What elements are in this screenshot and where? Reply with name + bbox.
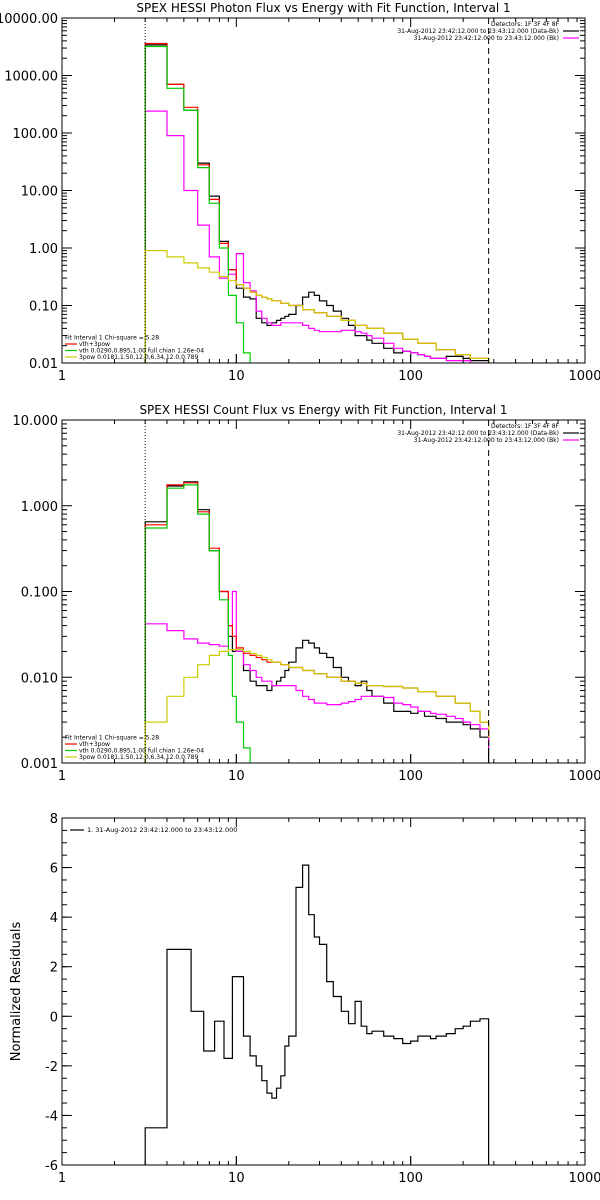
y-tick-label: 2 bbox=[50, 961, 58, 976]
y-tick-label: 6 bbox=[50, 862, 58, 877]
y-tick-label: 0.100 bbox=[21, 586, 58, 601]
series-line-1 bbox=[144, 44, 490, 363]
y-tick-label: 1000.00 bbox=[4, 70, 58, 85]
legend-bottomleft-text: vth 0.0290,0.895,1.00 full chian 1.26e-0… bbox=[79, 748, 204, 755]
x-tick-label: 1000 bbox=[568, 1171, 600, 1186]
series-group bbox=[144, 42, 490, 363]
series-line-3 bbox=[144, 42, 490, 363]
y-tick-label: -2 bbox=[45, 1060, 58, 1075]
y-tick-label: 10.00 bbox=[21, 185, 58, 200]
legend-topleft-text: 1. 31-Aug-2012 23:42:12.000 to 23:43:12.… bbox=[87, 826, 237, 834]
series-line-5 bbox=[144, 250, 490, 363]
y-tick-label: 8 bbox=[50, 812, 58, 827]
x-tick-label: 10 bbox=[228, 769, 245, 784]
series-line-4 bbox=[144, 484, 251, 763]
series-line-5 bbox=[144, 649, 490, 763]
x-tick-label: 100 bbox=[398, 769, 423, 784]
plot-frame bbox=[61, 817, 586, 1166]
y-tick-label: 0 bbox=[50, 1010, 58, 1025]
series-line-2 bbox=[144, 110, 489, 363]
series-line-2 bbox=[144, 590, 490, 763]
series-line-1 bbox=[144, 481, 490, 763]
y-tick-label: -4 bbox=[45, 1109, 58, 1124]
x-tick-label: 100 bbox=[398, 369, 423, 384]
y-tick-label: 0.01 bbox=[29, 357, 58, 372]
chart-title: SPEX HESSI Photon Flux vs Energy with Fi… bbox=[136, 1, 510, 15]
x-tick-label: 100 bbox=[398, 1171, 423, 1186]
legend-topright-text: Detectors: 1F 3F 4F 8F bbox=[491, 423, 560, 430]
series-group bbox=[144, 481, 490, 763]
legend-topright-text: Detectors: 1F 3F 4F 8F bbox=[491, 21, 560, 28]
y-tick-label: 1.00 bbox=[29, 242, 58, 257]
legend-topright-text: 31-Aug-2012 23:42:12.000 to 23:43:12.000… bbox=[397, 28, 559, 35]
y-tick-label: 0.001 bbox=[21, 757, 58, 772]
x-tick-label: 1000 bbox=[568, 769, 600, 784]
x-tick-label: 1 bbox=[58, 1171, 66, 1186]
plot-frame bbox=[61, 419, 586, 764]
x-tick-label: 1 bbox=[58, 369, 66, 384]
y-axis-label: Normalized Residuals bbox=[9, 922, 24, 1062]
x-tick-label: 1000 bbox=[568, 369, 600, 384]
legend-bottomleft-text: vth+3pow bbox=[79, 341, 110, 348]
legend-topright-text: 31-Aug-2012 23:42:12.000 to 23:43:12.000… bbox=[414, 35, 559, 42]
legend-bottomleft-text: vth+3pow bbox=[79, 741, 110, 748]
chart-title: SPEX HESSI Count Flux vs Energy with Fit… bbox=[139, 403, 507, 417]
y-tick-label: 100.00 bbox=[13, 127, 59, 142]
chart-panel-3: Normalized Residuals 1 10 100 1000 -6 -4 -2 0 2 4 6… bbox=[9, 812, 600, 1186]
y-tick-label: 1.000 bbox=[21, 500, 58, 515]
x-tick-label: 10 bbox=[228, 369, 245, 384]
legend-topright-text: 31-Aug-2012 23:42:12.000 to 23:43:12.000… bbox=[414, 437, 559, 444]
legend-topright-text: 31-Aug-2012 23:42:12.000 to 23:43:12.000… bbox=[397, 430, 559, 437]
legend-bottomleft-text: Fit Interval 1 Chi-square = 5.28 bbox=[65, 335, 159, 342]
y-tick-label: 0.010 bbox=[21, 671, 58, 686]
x-tick-label: 1 bbox=[58, 769, 66, 784]
chart-panel-1: SPEX HESSI Photon Flux vs Energy with Fi… bbox=[0, 1, 600, 384]
y-tick-label: 10.000 bbox=[13, 414, 59, 429]
series-group bbox=[144, 864, 490, 1165]
series-line-1 bbox=[144, 864, 490, 1165]
y-tick-label: 10000.00 bbox=[0, 12, 58, 27]
legend-bottomleft-text: vth 0.0290,0.895,1.00 full chian 1.26e-0… bbox=[79, 348, 204, 355]
y-tick-label: -6 bbox=[45, 1159, 58, 1174]
plot-frame bbox=[61, 17, 586, 364]
chart-panel-2: SPEX HESSI Count Flux vs Energy with Fit… bbox=[13, 403, 600, 784]
series-line-3 bbox=[144, 482, 490, 763]
y-tick-label: 0.10 bbox=[29, 300, 58, 315]
x-tick-label: 10 bbox=[228, 1171, 245, 1186]
legend-bottomleft-text: 3pow 0.0181,1.50,12.0,6.34,12.0,0.789 bbox=[79, 754, 198, 761]
legend-bottomleft-text: 3pow 0.0181,1.50,12.0,6.34,12.0,0.789 bbox=[79, 354, 198, 361]
y-tick-label: 4 bbox=[50, 911, 58, 926]
series-line-4 bbox=[144, 45, 251, 363]
legend-bottomleft-text: Fit Interval 1 Chi-square = 5.28 bbox=[65, 735, 159, 742]
